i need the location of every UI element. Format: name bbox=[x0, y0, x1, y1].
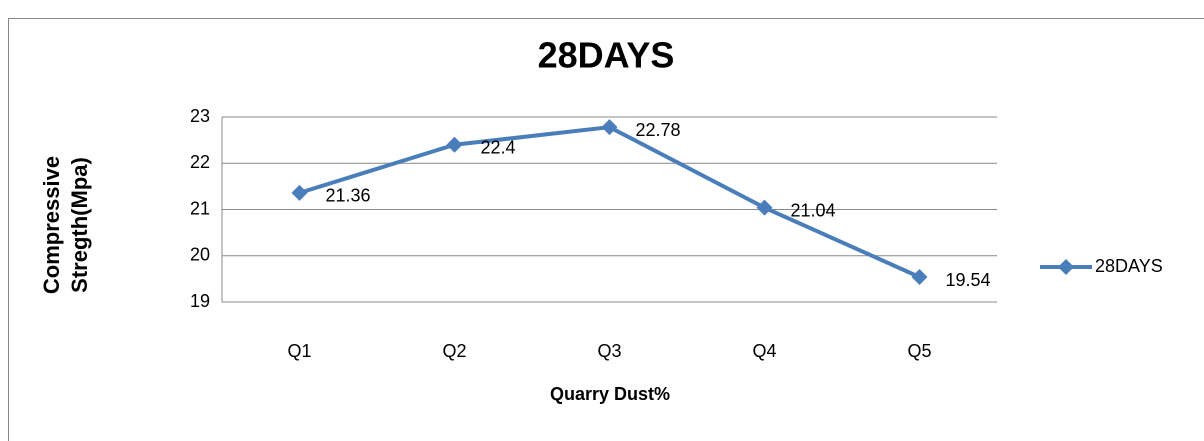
data-label: 22.4 bbox=[481, 138, 516, 158]
y-tick-label: 22 bbox=[190, 152, 210, 172]
x-tick-label: Q5 bbox=[907, 341, 931, 361]
marker bbox=[446, 136, 463, 153]
data-label: 22.78 bbox=[636, 120, 681, 140]
y-tick-label: 20 bbox=[190, 245, 210, 265]
x-tick-label: Q1 bbox=[287, 341, 311, 361]
chart-frame bbox=[8, 18, 1204, 441]
y-tick-label: 21 bbox=[190, 198, 210, 218]
marker bbox=[756, 199, 773, 216]
marker bbox=[911, 269, 928, 286]
y-tick-label: 23 bbox=[190, 106, 210, 126]
data-label: 21.36 bbox=[326, 186, 371, 206]
legend-marker bbox=[1058, 259, 1074, 275]
x-tick-label: Q4 bbox=[752, 341, 776, 361]
y-axis-label: Compressive Stregth(Mpa) bbox=[39, 155, 92, 295]
marker bbox=[291, 184, 308, 201]
y-tick-label: 19 bbox=[190, 291, 210, 311]
marker bbox=[601, 119, 618, 136]
chart-title: 28DAYS bbox=[538, 35, 675, 76]
x-axis-label: Quarry Dust% bbox=[550, 384, 670, 404]
data-label: 21.04 bbox=[791, 200, 836, 220]
x-tick-label: Q3 bbox=[597, 341, 621, 361]
data-label: 19.54 bbox=[946, 270, 991, 290]
legend-label: 28DAYS bbox=[1095, 256, 1163, 276]
x-tick-label: Q2 bbox=[442, 341, 466, 361]
